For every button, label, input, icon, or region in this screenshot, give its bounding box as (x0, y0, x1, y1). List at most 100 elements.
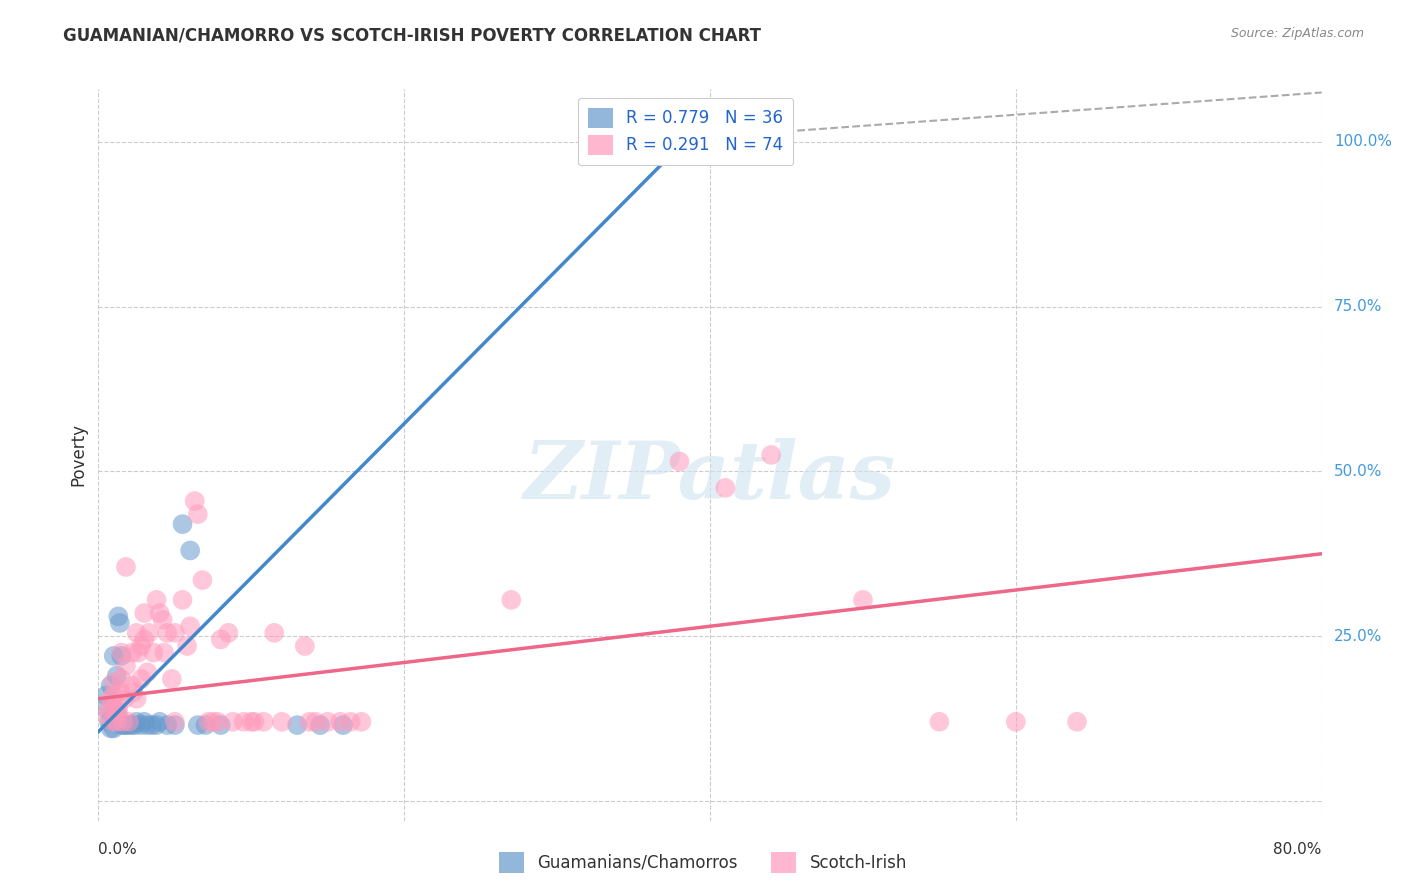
Point (107, 609, 129, 624)
Point (852, 593, 875, 607)
Point (187, 507, 209, 521)
Point (141, 718, 163, 732)
Point (304, 714, 326, 729)
Text: Source: ZipAtlas.com: Source: ZipAtlas.com (1230, 27, 1364, 40)
Point (160, 672, 183, 686)
Point (152, 613, 174, 627)
Point (149, 606, 172, 620)
Point (163, 714, 186, 729)
Point (108, 685, 131, 699)
Point (103, 648, 125, 663)
Point (243, 714, 266, 729)
Point (111, 714, 134, 729)
Text: 0.0%: 0.0% (98, 841, 138, 856)
Point (138, 625, 160, 640)
Point (194, 718, 217, 732)
Point (112, 718, 135, 732)
Point (176, 639, 198, 653)
Point (136, 665, 159, 680)
Text: 100.0%: 100.0% (1334, 135, 1392, 150)
Point (107, 705, 129, 719)
Point (105, 705, 128, 719)
Point (172, 593, 194, 607)
Text: 80.0%: 80.0% (1274, 841, 1322, 856)
Point (134, 632, 156, 647)
Point (101, 708, 124, 723)
Point (222, 714, 245, 729)
Point (263, 625, 285, 640)
Point (129, 639, 152, 653)
Point (122, 685, 145, 699)
Point (149, 714, 172, 729)
Point (108, 615, 131, 630)
Point (207, 714, 229, 729)
Legend: R = 0.779   N = 36, R = 0.291   N = 74: R = 0.779 N = 36, R = 0.291 N = 74 (578, 97, 793, 165)
Point (187, 718, 209, 732)
Legend: Guamanians/Chamorros, Scotch-Irish: Guamanians/Chamorros, Scotch-Irish (492, 846, 914, 880)
Point (125, 625, 148, 640)
Point (100, 722, 122, 736)
Point (209, 632, 232, 647)
Point (103, 701, 125, 715)
Point (136, 718, 159, 732)
Point (339, 714, 361, 729)
Point (714, 481, 737, 495)
Point (129, 672, 152, 686)
Point (232, 714, 254, 729)
Point (112, 691, 135, 706)
Point (145, 593, 167, 607)
Point (94, 708, 117, 723)
Point (94, 701, 117, 715)
Point (145, 718, 167, 732)
Point (98, 701, 121, 715)
Point (163, 718, 186, 732)
Point (142, 646, 165, 660)
Point (94, 689, 117, 703)
Point (316, 714, 339, 729)
Point (329, 714, 352, 729)
Point (309, 718, 332, 732)
Point (252, 714, 274, 729)
Point (115, 658, 138, 673)
Point (134, 606, 156, 620)
Point (270, 714, 292, 729)
Point (103, 675, 125, 690)
Text: 25.0%: 25.0% (1334, 629, 1382, 644)
Point (179, 619, 201, 633)
Point (184, 494, 207, 508)
Point (129, 718, 152, 732)
Point (115, 718, 138, 732)
Point (156, 718, 179, 732)
Point (285, 718, 308, 732)
Point (240, 714, 263, 729)
Y-axis label: Poverty: Poverty (69, 424, 87, 486)
Point (110, 646, 132, 660)
Point (759, 448, 782, 462)
Point (179, 543, 201, 558)
Point (103, 722, 125, 736)
Point (1066, 714, 1088, 729)
Point (191, 573, 214, 587)
Point (105, 668, 128, 682)
Point (118, 714, 141, 729)
Point (101, 714, 124, 729)
Point (100, 691, 122, 706)
Point (209, 718, 232, 732)
Point (125, 691, 148, 706)
Point (134, 714, 156, 729)
Point (172, 517, 194, 532)
Point (298, 714, 321, 729)
Point (121, 679, 143, 693)
Point (124, 718, 146, 732)
Point (125, 714, 148, 729)
Point (350, 714, 373, 729)
Point (121, 646, 143, 660)
Point (121, 718, 143, 732)
Point (332, 718, 354, 732)
Point (110, 718, 132, 732)
Point (107, 698, 129, 713)
Point (115, 560, 138, 574)
Point (127, 646, 149, 660)
Point (1004, 714, 1026, 729)
Point (501, 593, 523, 607)
